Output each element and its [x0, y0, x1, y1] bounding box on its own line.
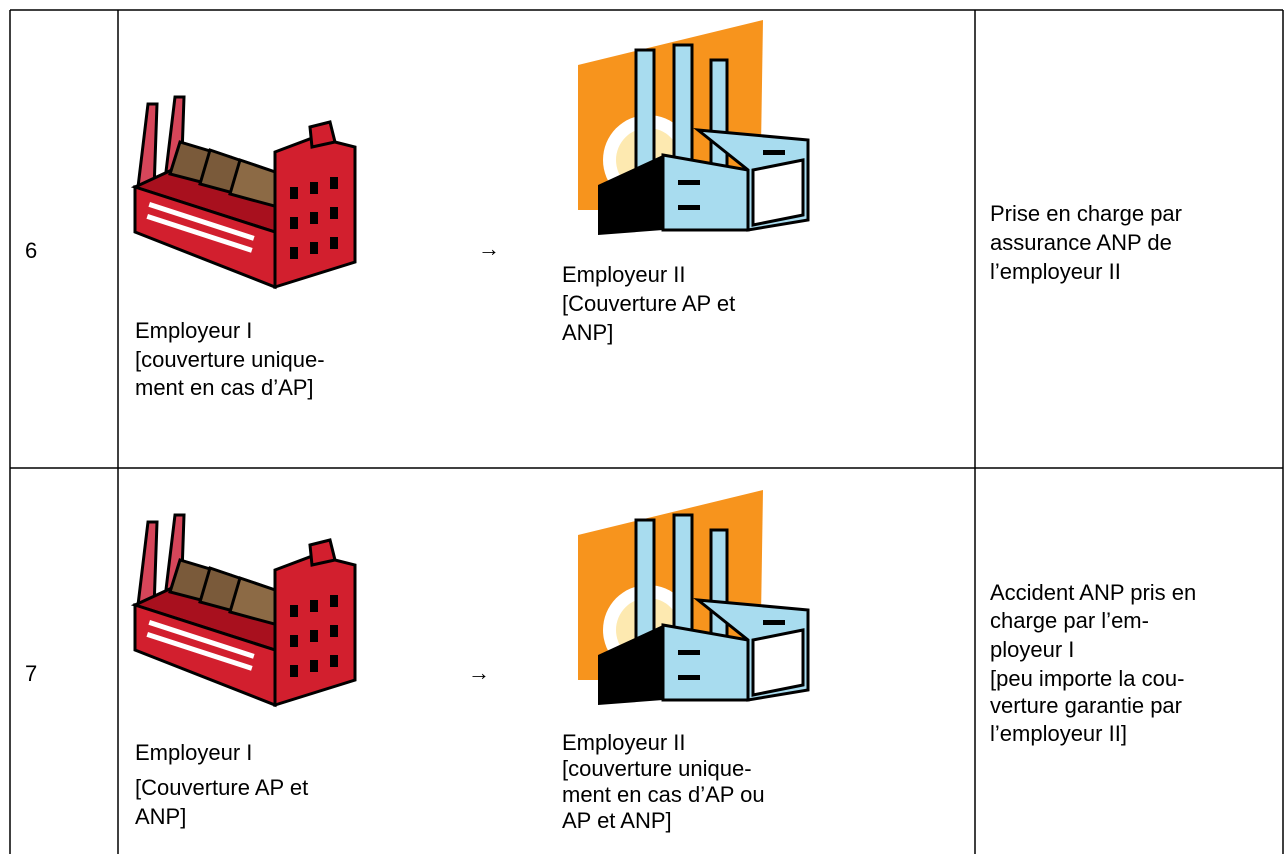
cell-line: [Couverture AP et [135, 775, 308, 800]
row-number: 6 [25, 238, 37, 263]
cell-line: l’employeur II [990, 259, 1121, 284]
cell-line: [peu importe la cou- [990, 666, 1184, 691]
factory-icon [576, 488, 810, 707]
cell-line: verture garantie par [990, 693, 1182, 718]
cell-line: Accident ANP pris en [990, 580, 1196, 605]
cell-line: charge par l’em- [990, 608, 1149, 633]
cell-line: [Couverture AP et [562, 291, 735, 316]
cell-line: Employeur I [135, 318, 252, 343]
cell-line: ment en cas d’AP ou [562, 782, 765, 807]
arrow: → [468, 660, 490, 685]
factory-icon [133, 513, 357, 707]
cell-line: AP et ANP] [562, 808, 672, 833]
cell-line: ANP] [135, 804, 186, 829]
cell-line: [couverture unique- [135, 347, 325, 372]
row-number: 7 [25, 661, 37, 686]
cell-line: ment en cas d’AP] [135, 375, 314, 400]
cell-line: assurance ANP de [990, 230, 1172, 255]
factory-icon [133, 95, 357, 289]
cell-line: Employeur II [562, 262, 686, 287]
cell-line: l’employeur II] [990, 721, 1127, 746]
cell-line: Prise en charge par [990, 201, 1182, 226]
cell-line: [couverture unique- [562, 756, 752, 781]
cell-line: ployeur I [990, 637, 1074, 662]
cell-line: Employeur II [562, 730, 686, 755]
arrow: → [478, 236, 500, 261]
cell-line: Employeur I [135, 740, 252, 765]
factory-icon [576, 18, 810, 237]
cell-line: ANP] [562, 320, 613, 345]
